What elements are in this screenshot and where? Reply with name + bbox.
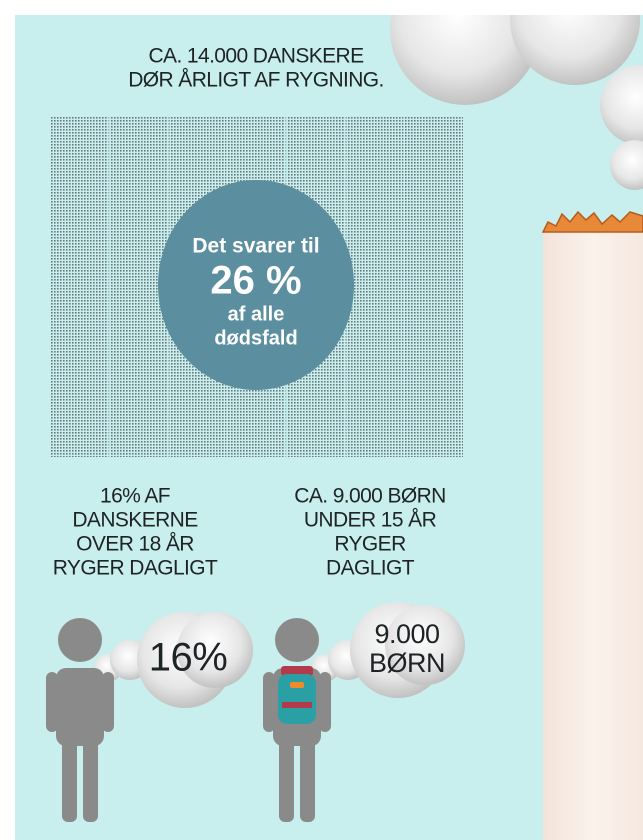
infographic: CA. 14.000 DANSKERE DØR ÅRLIGT AF RYGNIN… [0,0,643,840]
children-line: UNDER 15 ÅR [304,509,437,532]
highlight-value: 26 % [210,259,301,303]
header-line: DØR ÅRLIGT AF RYGNING. [128,69,384,92]
children-line: RYGER [334,533,406,556]
header-line: CA. 14.000 DANSKERE [148,45,364,68]
child-cloud-text: 9.000 [374,619,439,649]
children-line: CA. 9.000 BØRN [294,485,446,508]
highlight-text: Det svarer til [192,235,319,258]
adults-line: DANSKERNE [72,509,198,532]
adults-line: 16% AF [100,485,170,508]
children-line: DAGLIGT [326,557,415,580]
adults-line: OVER 18 ÅR [76,533,194,556]
adults-line: RYGER DAGLIGT [53,557,218,580]
highlight-text: af alle [228,303,285,325]
cigarette [543,228,643,840]
adult-cloud-text: 16% [149,636,228,680]
highlight-text: dødsfald [214,327,297,349]
child-cloud-text: BØRN [369,648,445,678]
